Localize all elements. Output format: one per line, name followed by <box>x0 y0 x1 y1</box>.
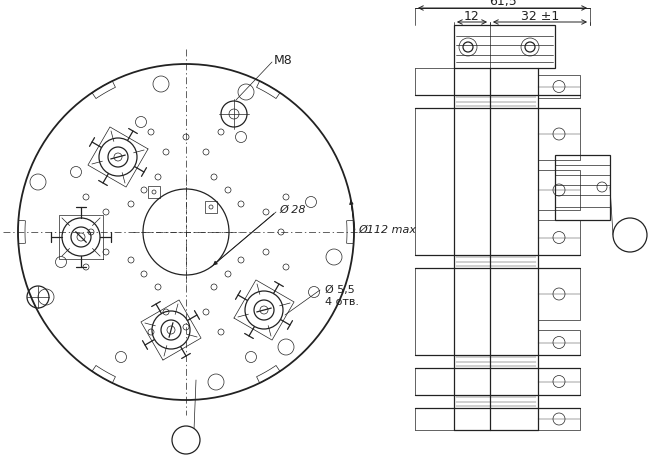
Circle shape <box>172 426 200 454</box>
Text: B+: B+ <box>618 228 642 242</box>
Text: 32 ±1: 32 ±1 <box>521 10 559 22</box>
Text: 4 отв.: 4 отв. <box>325 297 359 307</box>
Bar <box>538 75 580 98</box>
Bar <box>454 25 555 68</box>
Bar <box>538 220 580 255</box>
Bar <box>538 330 580 355</box>
Text: M8: M8 <box>274 54 292 66</box>
Text: 12: 12 <box>464 10 480 22</box>
Text: Ø 5,5: Ø 5,5 <box>325 285 355 295</box>
Text: W: W <box>177 432 194 447</box>
Bar <box>538 368 580 395</box>
Bar <box>538 108 580 160</box>
Bar <box>538 268 580 320</box>
Text: Ø112 max: Ø112 max <box>358 225 416 235</box>
Text: 61,5: 61,5 <box>489 0 516 9</box>
Bar <box>555 155 610 220</box>
Bar <box>538 408 580 430</box>
Circle shape <box>613 218 647 252</box>
Bar <box>205 201 217 213</box>
Bar <box>148 186 160 198</box>
Text: Ø 28: Ø 28 <box>279 205 306 215</box>
Bar <box>538 170 580 210</box>
